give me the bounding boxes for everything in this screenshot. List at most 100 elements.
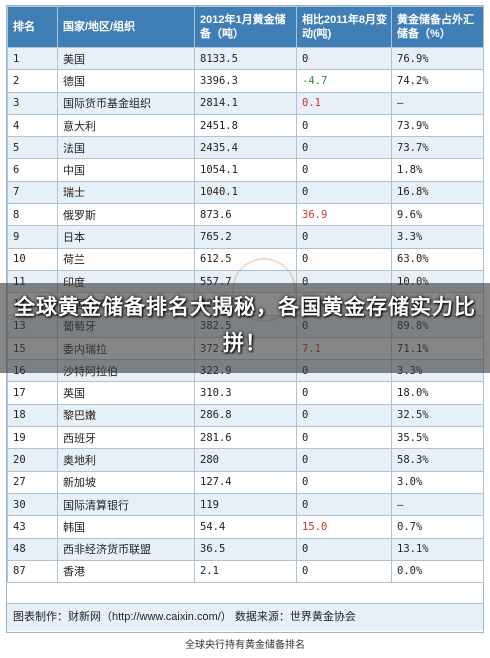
cell-name: 俄罗斯	[57, 203, 195, 227]
cell-change: 0	[296, 470, 392, 494]
table-row: 48 西非经济货币联盟 36.5 0 13.1%	[7, 537, 484, 561]
cell-change: 0	[296, 158, 392, 182]
cell-reserve: 1040.1	[194, 180, 297, 205]
cell-rank: 1	[7, 46, 58, 71]
cell-rank: 19	[7, 426, 58, 450]
cell-share: 1.8%	[391, 158, 484, 182]
cell-share: 73.9%	[391, 113, 484, 138]
headline-banner	[0, 283, 490, 373]
cell-rank: 6	[7, 158, 58, 182]
table-caption: 全球央行持有黄金储备排名	[185, 640, 305, 651]
cell-change: 0	[296, 426, 392, 450]
cell-name: 香港	[57, 559, 195, 584]
headline-text: 全球黄金储备排名大揭秘，各国黄金存储实力比拼！	[14, 296, 476, 355]
cell-name: 日本	[57, 225, 195, 249]
cell-change: 36.9	[296, 203, 392, 227]
table-row: 10 荷兰 612.5 0 63.0%	[7, 247, 484, 271]
cell-reserve: 310.3	[194, 381, 297, 405]
cell-share: 74.2%	[391, 69, 484, 93]
table-row: 3 国际货币基金组织 2814.1 0.1—	[7, 91, 484, 115]
cell-reserve: 8133.5	[194, 46, 297, 71]
cell-name: 美国	[57, 46, 195, 71]
cell-reserve: 281.6	[194, 426, 297, 450]
cell-rank: 10	[7, 247, 58, 271]
header-reserve: 2012年1月黄金储备（吨）	[194, 6, 297, 48]
cell-change: 0	[296, 492, 392, 517]
cell-rank: 2	[7, 69, 58, 93]
table-row: 1 美国 8133.5 0 76.9%	[7, 46, 484, 71]
table-row: 19 西班牙 281.6 0 35.5%	[7, 426, 484, 450]
cell-change: -4.7	[296, 69, 392, 93]
cell-change: 0	[296, 381, 392, 405]
cell-share: 18.0%	[391, 381, 484, 405]
cell-reserve: 54.4	[194, 515, 297, 539]
cell-name: 奥地利	[57, 448, 195, 472]
cell-reserve: 119	[194, 492, 297, 517]
cell-change: 0	[296, 113, 392, 138]
table-row: 9 日本 765.2 0 3.3%	[7, 225, 484, 249]
table-row: 18 黎巴嫩 286.8 0 32.5%	[7, 403, 484, 428]
cell-rank: 43	[7, 515, 58, 539]
cell-share: 0.7%	[391, 515, 484, 539]
cell-name: 英国	[57, 381, 195, 405]
cell-reserve: 873.6	[194, 203, 297, 227]
cell-name: 新加坡	[57, 470, 195, 494]
cell-change: 0.1	[296, 91, 392, 115]
cell-reserve: 2.1	[194, 559, 297, 584]
cell-reserve: 280	[194, 448, 297, 472]
cell-change: 0	[296, 448, 392, 472]
table-header-row: 排名 国家/地区/组织 2012年1月黄金储备（吨） 相比2011年8月变动(吨…	[7, 6, 484, 48]
cell-rank: 18	[7, 403, 58, 428]
table-row: 43 韩国 54.4 15.0 0.7%	[7, 515, 484, 539]
cell-change: 0	[296, 247, 392, 271]
cell-change: 0	[296, 180, 392, 205]
cell-share: 0.0%	[391, 559, 484, 584]
cell-rank: 9	[7, 225, 58, 249]
cell-change: 0	[296, 537, 392, 561]
credit-line: 图表制作：财新网（http://www.caixin.com/） 数据来源：世界…	[7, 603, 483, 631]
table-row: 2 德国 3396.3 -4.7 74.2%	[7, 69, 484, 93]
cell-rank: 7	[7, 180, 58, 205]
cell-name: 西班牙	[57, 426, 195, 450]
cell-change: 0	[296, 46, 392, 71]
cell-rank: 4	[7, 113, 58, 138]
cell-share: 76.9%	[391, 46, 484, 71]
header-name: 国家/地区/组织	[57, 6, 195, 48]
table-row: 87 香港 2.1 0 0.0%	[7, 559, 484, 584]
cell-rank: 17	[7, 381, 58, 405]
cell-rank: 30	[7, 492, 58, 517]
table-row: 17 英国 310.3 0 18.0%	[7, 381, 484, 405]
table-row: 27 新加坡 127.4 0 3.0%	[7, 470, 484, 494]
cell-name: 瑞士	[57, 180, 195, 205]
cell-reserve: 127.4	[194, 470, 297, 494]
cell-rank: 20	[7, 448, 58, 472]
cell-rank: 87	[7, 559, 58, 584]
header-share: 黄金储备占外汇储备（%）	[391, 6, 484, 48]
table-row: 5 法国 2435.4 0 73.7%	[7, 136, 484, 160]
cell-name: 国际清算银行	[57, 492, 195, 517]
cell-name: 意大利	[57, 113, 195, 138]
cell-name: 中国	[57, 158, 195, 182]
cell-share: 58.3%	[391, 448, 484, 472]
cell-share: 3.3%	[391, 225, 484, 249]
cell-reserve: 2814.1	[194, 91, 297, 115]
cell-name: 德国	[57, 69, 195, 93]
cell-share: 32.5%	[391, 403, 484, 428]
cell-reserve: 612.5	[194, 247, 297, 271]
cell-share: 3.0%	[391, 470, 484, 494]
cell-name: 西非经济货币联盟	[57, 537, 195, 561]
cell-share: 13.1%	[391, 537, 484, 561]
table-row: 4 意大利 2451.8 0 73.9%	[7, 113, 484, 138]
cell-name: 韩国	[57, 515, 195, 539]
cell-change: 0	[296, 559, 392, 584]
cell-rank: 3	[7, 91, 58, 115]
table-row: 7 瑞士 1040.1 0 16.8%	[7, 180, 484, 205]
cell-share: 73.7%	[391, 136, 484, 160]
cell-reserve: 2451.8	[194, 113, 297, 138]
cell-share: 35.5%	[391, 426, 484, 450]
cell-reserve: 36.5	[194, 537, 297, 561]
cell-rank: 5	[7, 136, 58, 160]
cell-name: 荷兰	[57, 247, 195, 271]
cell-change: 0	[296, 225, 392, 249]
cell-share: 9.6%	[391, 203, 484, 227]
